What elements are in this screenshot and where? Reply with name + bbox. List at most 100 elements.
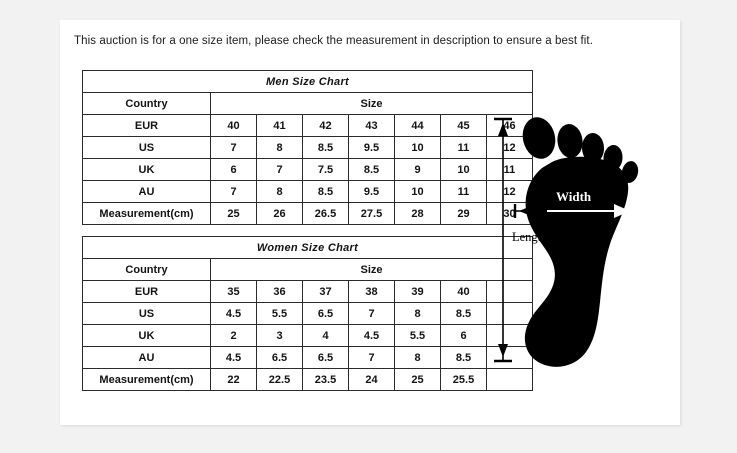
row-label: AU <box>82 180 211 203</box>
cell: 40 <box>440 280 487 303</box>
cell: 4 <box>302 324 349 347</box>
cell: 45 <box>440 114 487 137</box>
table-row: UK 6 7 7.5 8.5 9 10 11 <box>82 158 533 181</box>
cell: 8 <box>256 180 303 203</box>
cell: 11 <box>440 136 487 159</box>
cell: 8.5 <box>440 302 487 325</box>
cell: 2 <box>210 324 257 347</box>
cell-empty <box>486 368 533 391</box>
cell: 26 <box>256 202 303 225</box>
cell: 6 <box>440 324 487 347</box>
cell: 41 <box>256 114 303 137</box>
cell: 9.5 <box>348 180 395 203</box>
row-label: US <box>82 302 211 325</box>
cell: 27.5 <box>348 202 395 225</box>
table-row-header: Country Size <box>82 92 533 115</box>
row-label: AU <box>82 346 211 369</box>
table-row: AU 7 8 8.5 9.5 10 11 12 <box>82 180 533 203</box>
cell: 8 <box>394 302 441 325</box>
cell: 23.5 <box>302 368 349 391</box>
cell: 4.5 <box>348 324 395 347</box>
cell: 29 <box>440 202 487 225</box>
cell: 4.5 <box>210 302 257 325</box>
table-row-header: Country Size <box>82 258 533 281</box>
cell: 8 <box>394 346 441 369</box>
cell: 6.5 <box>256 346 303 369</box>
cell: 8.5 <box>348 158 395 181</box>
cell: 38 <box>348 280 395 303</box>
men-chart-title: Men Size Chart <box>82 70 533 93</box>
women-size-chart-table: Women Size Chart Country Size EUR 35 36 … <box>82 236 533 391</box>
cell: 44 <box>394 114 441 137</box>
table-row: EUR 40 41 42 43 44 45 46 <box>82 114 533 137</box>
cell: 4.5 <box>210 346 257 369</box>
length-arrow-icon <box>494 117 512 363</box>
row-label: Measurement(cm) <box>82 202 211 225</box>
row-label: US <box>82 136 211 159</box>
cell: 10 <box>394 180 441 203</box>
cell: 6.5 <box>302 302 349 325</box>
row-label: EUR <box>82 114 211 137</box>
men-size-chart-table: Men Size Chart Country Size EUR 40 41 42… <box>82 70 533 225</box>
cell: 9.5 <box>348 136 395 159</box>
intro-text: This auction is for a one size item, ple… <box>74 35 594 47</box>
cell: 30 <box>486 202 533 225</box>
foot-silhouette-icon <box>522 117 639 367</box>
cell: 24 <box>348 368 395 391</box>
cell: 28 <box>394 202 441 225</box>
cell: 25.5 <box>440 368 487 391</box>
cell: 6 <box>210 158 257 181</box>
cell: 37 <box>302 280 349 303</box>
table-row-title: Men Size Chart <box>82 70 533 93</box>
cell: 7.5 <box>302 158 349 181</box>
cell: 9 <box>394 158 441 181</box>
cell: 22 <box>210 368 257 391</box>
table-row: AU 4.5 6.5 6.5 7 8 8.5 <box>82 346 533 369</box>
cell: 42 <box>302 114 349 137</box>
cell: 6.5 <box>302 346 349 369</box>
cell: 7 <box>210 180 257 203</box>
cell: 40 <box>210 114 257 137</box>
table-row-title: Women Size Chart <box>82 236 533 259</box>
row-label: UK <box>82 158 211 181</box>
table-row: US 7 8 8.5 9.5 10 11 12 <box>82 136 533 159</box>
cell: 7 <box>256 158 303 181</box>
cell: 25 <box>394 368 441 391</box>
cell: 25 <box>210 202 257 225</box>
cell: 8.5 <box>302 136 349 159</box>
men-country-header: Country <box>82 92 211 115</box>
cell: 10 <box>394 136 441 159</box>
cell: 22.5 <box>256 368 303 391</box>
cell: 36 <box>256 280 303 303</box>
cell: 11 <box>440 180 487 203</box>
cell: 5.5 <box>256 302 303 325</box>
foot-measurement-diagram: Length Width <box>490 98 670 373</box>
cell: 3 <box>256 324 303 347</box>
cell: 8 <box>256 136 303 159</box>
women-size-header: Size <box>210 258 533 281</box>
cell: 8.5 <box>440 346 487 369</box>
cell: 10 <box>440 158 487 181</box>
cell: 39 <box>394 280 441 303</box>
table-row: UK 2 3 4 4.5 5.5 6 <box>82 324 533 347</box>
table-row: EUR 35 36 37 38 39 40 <box>82 280 533 303</box>
cell: 8.5 <box>302 180 349 203</box>
content-card: This auction is for a one size item, ple… <box>60 20 680 425</box>
width-arrow-icon <box>513 204 630 218</box>
row-label: EUR <box>82 280 211 303</box>
table-row: Measurement(cm) 25 26 26.5 27.5 28 29 30 <box>82 202 533 225</box>
table-row: Measurement(cm) 22 22.5 23.5 24 25 25.5 <box>82 368 533 391</box>
women-chart-title: Women Size Chart <box>82 236 533 259</box>
row-label: UK <box>82 324 211 347</box>
cell: 5.5 <box>394 324 441 347</box>
cell: 7 <box>210 136 257 159</box>
cell: 43 <box>348 114 395 137</box>
width-label: Width <box>556 189 592 204</box>
length-label: Length <box>512 230 548 244</box>
women-country-header: Country <box>82 258 211 281</box>
men-size-header: Size <box>210 92 533 115</box>
cell: 7 <box>348 302 395 325</box>
table-row: US 4.5 5.5 6.5 7 8 8.5 <box>82 302 533 325</box>
cell: 7 <box>348 346 395 369</box>
